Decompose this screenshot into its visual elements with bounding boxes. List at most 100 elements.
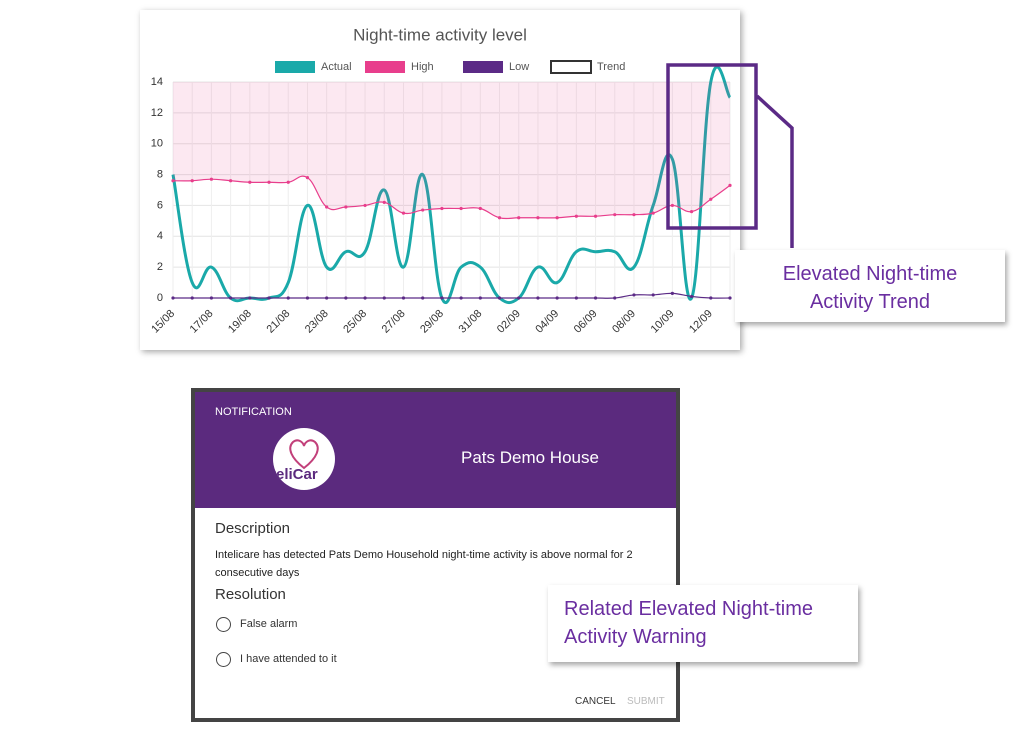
y-tick-label: 0 [157,292,163,304]
point [305,296,310,300]
point [325,205,329,209]
point [305,176,310,180]
option[interactable]: False alarm [240,618,298,630]
point [593,296,598,300]
series-line [172,292,731,299]
x-tick-label: 17/08 [188,308,216,336]
point [229,296,233,300]
point [440,206,444,211]
point [709,197,713,201]
y-tick-label: 8 [157,168,163,180]
callout-trend: Elevated Night-time Activity Trend [735,250,1005,322]
point [286,180,290,184]
point [325,296,329,300]
cancel-button[interactable]: CANCEL [575,696,616,707]
point [651,211,655,215]
point [248,296,252,300]
x-tick-label: 27/08 [380,308,408,336]
legend-swatch [550,60,592,74]
series-line [172,175,731,220]
y-tick-label: 6 [157,199,163,211]
point [574,214,578,218]
x-tick-label: 12/09 [687,308,715,336]
legend-label: High [411,61,434,73]
radio[interactable] [216,652,231,667]
x-tick-label: 04/09 [533,308,561,336]
point [689,210,694,214]
house-title: Pats Demo House [461,448,599,467]
point [574,296,578,300]
point [670,203,674,208]
point [440,296,444,300]
callout-warning: Related Elevated Night-time Activity War… [548,585,858,662]
point [421,208,425,212]
x-tick-label: 19/08 [226,308,254,336]
point [382,200,386,204]
point [709,296,713,300]
point [363,203,367,208]
point [209,296,214,300]
point [190,296,194,300]
point [555,296,559,300]
point [248,180,252,184]
point [267,296,271,300]
radio[interactable] [216,617,231,632]
point [229,179,233,183]
point [421,296,425,300]
point [593,214,598,218]
point [517,296,521,300]
point [555,216,559,220]
option[interactable]: I have attended to it [240,653,337,665]
point [689,294,694,299]
legend-label: Trend [597,61,625,73]
point [171,296,175,300]
notification-dialog: NOTIFICATION teliCar Pats Demo House Des… [191,388,680,722]
legend-swatch [365,61,405,73]
legend-swatch [463,61,503,73]
point [190,179,194,183]
point [497,296,502,300]
point [613,296,617,300]
y-tick-label: 10 [151,138,163,150]
x-tick-label: 02/09 [495,308,523,336]
x-tick-label: 08/09 [610,308,638,336]
point [459,206,463,211]
point [171,179,175,183]
point [497,216,502,220]
logo-text: teliCar [273,466,318,483]
point [363,296,367,300]
point [728,296,732,300]
point [632,293,636,297]
header-label: NOTIFICATION [215,406,292,418]
high-band [173,82,730,219]
x-tick-label: 06/09 [572,308,600,336]
x-tick-label: 15/08 [149,308,177,336]
legend-label: Low [509,61,529,73]
point [478,296,482,300]
point [459,296,463,300]
x-tick-label: 23/08 [303,308,331,336]
x-tick-label: 25/08 [341,308,369,336]
x-tick-label: 21/08 [264,308,292,336]
point [728,183,732,187]
point [401,296,406,300]
description: Intelicare has detected Pats Demo Househ… [215,549,633,579]
point [267,180,271,184]
point [478,206,482,211]
point [382,296,386,300]
x-tick-label: 10/09 [649,308,677,336]
point [344,296,348,300]
point [613,213,617,217]
point [209,177,214,181]
notification-header: NOTIFICATION teliCar Pats Demo House [195,392,676,508]
submit-button[interactable]: SUBMIT [627,696,665,707]
chart-title: Night-time activity level [353,25,527,44]
connector [755,94,794,248]
point [517,216,521,220]
description-label: Description [215,520,291,537]
y-tick-label: 14 [151,76,163,88]
point [286,296,290,300]
point [536,296,540,300]
